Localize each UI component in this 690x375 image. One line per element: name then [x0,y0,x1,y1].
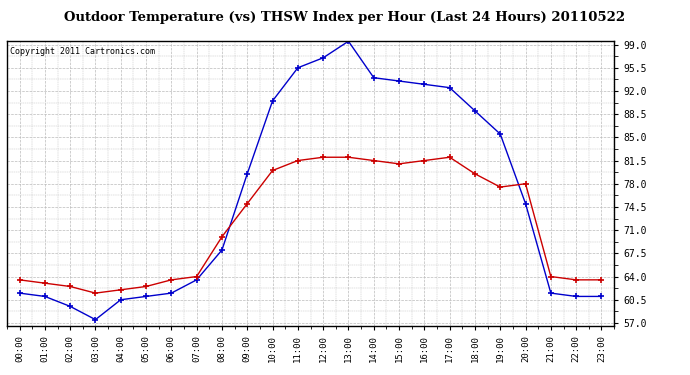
Text: Outdoor Temperature (vs) THSW Index per Hour (Last 24 Hours) 20110522: Outdoor Temperature (vs) THSW Index per … [64,11,626,24]
Text: Copyright 2011 Cartronics.com: Copyright 2011 Cartronics.com [10,47,155,56]
